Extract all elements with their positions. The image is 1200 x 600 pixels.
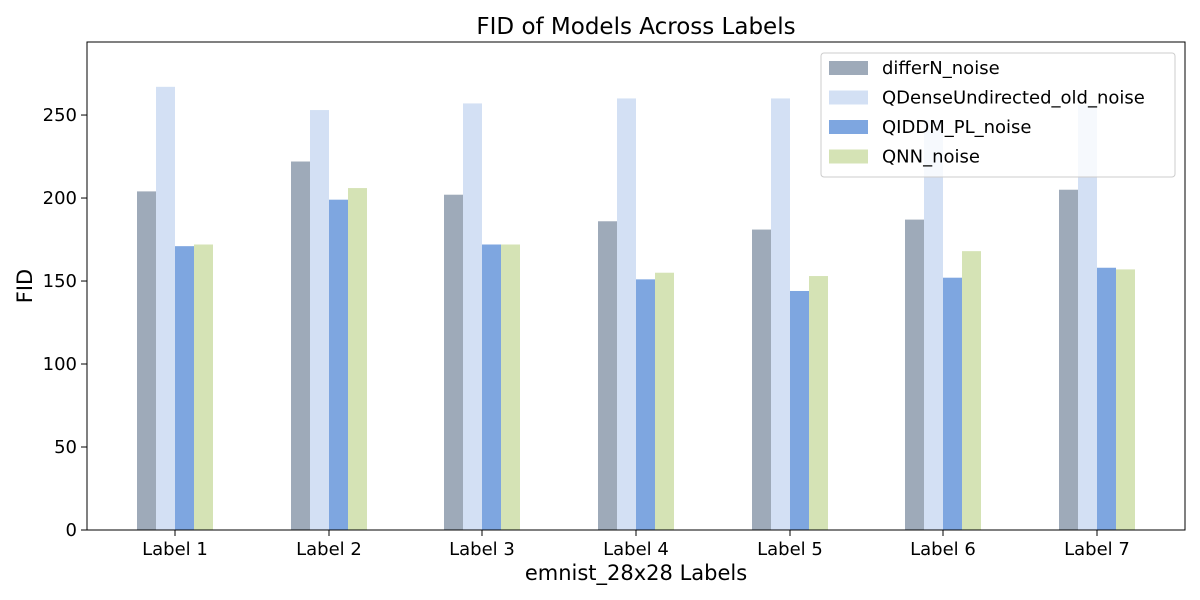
legend-swatch	[829, 120, 868, 134]
bar-differn-noise-1	[137, 191, 156, 530]
plot-frame	[86, 41, 1186, 531]
bar-qnn-noise-3	[501, 244, 520, 530]
legend-label: QDenseUndirected_old_noise	[882, 88, 1145, 109]
x-tick-label: Label 5	[757, 539, 823, 560]
x-axis-label: emnist_28x28 Labels	[525, 561, 747, 586]
legend-swatch	[829, 61, 868, 75]
y-tick-label: 0	[66, 520, 77, 541]
y-axis-label: FID	[13, 269, 37, 303]
bar-qiddm-pl-noise-7	[1097, 267, 1116, 530]
bar-qiddm-pl-noise-4	[636, 279, 655, 530]
bar-differn-noise-5	[752, 229, 771, 530]
y-tick-label: 150	[43, 271, 77, 292]
legend-box	[820, 52, 1176, 178]
y-tick-label: 50	[54, 437, 77, 458]
x-tick-label: Label 4	[603, 539, 669, 560]
bar-qdenseundirected-old-noise-2	[310, 110, 329, 531]
chart-title: FID of Models Across Labels	[476, 14, 795, 40]
bar-qnn-noise-2	[348, 188, 367, 530]
legend-label: QIDDM_PL_noise	[882, 117, 1031, 138]
bar-qnn-noise-4	[655, 272, 674, 530]
bar-qnn-noise-7	[1116, 269, 1135, 530]
bar-qiddm-pl-noise-2	[329, 199, 348, 530]
x-axis: Label 1 Label 2 Label 3 Label 4 Label 5 Label…	[142, 530, 1130, 560]
bar-differn-noise-2	[291, 161, 310, 531]
bar-qdenseundirected-old-noise-7	[1078, 105, 1097, 530]
x-tick-label: Label 3	[449, 539, 515, 560]
x-tick-label: Label 2	[296, 539, 362, 560]
legend-label: differN_noise	[882, 58, 1000, 79]
bar-qiddm-pl-noise-3	[482, 244, 501, 530]
x-tick-label: Label 1	[142, 539, 208, 560]
legend-label: QNN_noise	[882, 147, 980, 168]
y-tick-label: 200	[43, 188, 77, 209]
legend-swatch	[829, 90, 868, 105]
bar-qdenseundirected-old-noise-3	[463, 103, 482, 530]
x-tick-label: Label 7	[1064, 539, 1130, 560]
y-tick-label: 100	[43, 354, 77, 375]
bar-qdenseundirected-old-noise-6	[924, 120, 943, 530]
bar-differn-noise-4	[598, 221, 617, 530]
legend-swatch	[829, 149, 868, 164]
bar-qdenseundirected-old-noise-1	[156, 86, 175, 530]
bar-differn-noise-3	[444, 194, 463, 530]
y-tick-label: 250	[43, 105, 77, 126]
bar-qdenseundirected-old-noise-4	[617, 98, 636, 531]
legend: differN_noise QDenseUndirected_old_noise Q…	[820, 52, 1176, 178]
bar-qdenseundirected-old-noise-5	[771, 98, 790, 531]
bars-group	[137, 86, 1135, 531]
bar-qnn-noise-5	[809, 276, 828, 530]
bar-differn-noise-7	[1059, 189, 1078, 530]
bar-qnn-noise-1	[194, 244, 213, 530]
bar-qiddm-pl-noise-6	[943, 277, 962, 530]
bar-differn-noise-6	[905, 219, 924, 530]
x-tick-label: Label 6	[910, 539, 976, 560]
y-axis: 0 50 100 150 200 250	[43, 105, 87, 541]
bar-qiddm-pl-noise-5	[790, 290, 809, 530]
bar-qnn-noise-6	[962, 251, 981, 530]
bar-qiddm-pl-noise-1	[175, 246, 194, 530]
